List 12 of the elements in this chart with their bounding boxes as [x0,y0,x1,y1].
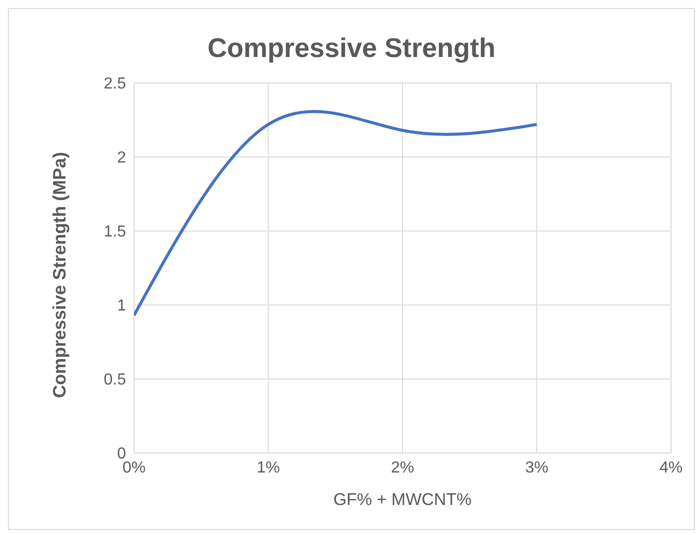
y-tick-label: 1 [117,298,126,315]
y-tick-label: 1.5 [104,224,126,241]
y-axis-title: Compressive Strength (MPa) [49,152,70,398]
y-tick-label: 2.5 [104,76,126,93]
x-tick-label: 2% [390,459,414,476]
x-tick-label: 4% [659,459,683,476]
y-tick-label: 0.5 [104,372,126,389]
x-axis-title: GF% + MWCNT% [333,490,472,509]
x-tick-label: 3% [525,459,548,476]
chart-title: Compressive Strength [206,32,497,65]
x-tick-label: 1% [256,459,280,476]
y-tick-label: 2 [117,150,126,167]
